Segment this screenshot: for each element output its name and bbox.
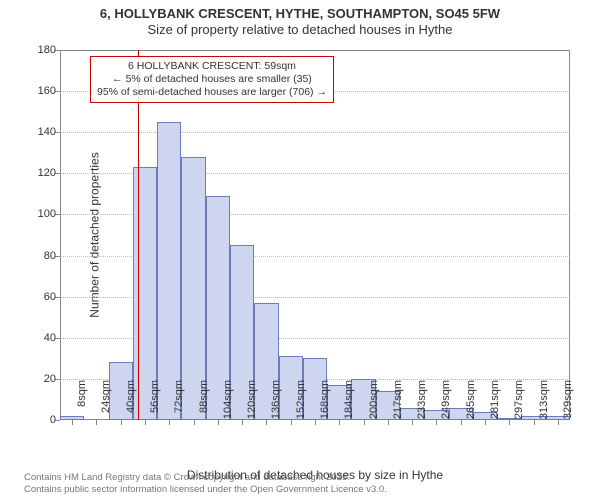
x-tick-mark	[315, 420, 316, 425]
chart-container: 6, HOLLYBANK CRESCENT, HYTHE, SOUTHAMPTO…	[0, 0, 600, 500]
annotation-line: ← 5% of detached houses are smaller (35)	[97, 73, 327, 86]
x-tick-mark	[218, 420, 219, 425]
x-tick-label: 136sqm	[270, 380, 282, 424]
plot-area: Number of detached properties 6 HOLLYBAN…	[60, 50, 570, 420]
x-tick-label: 104sqm	[222, 380, 234, 424]
footer-line-1: Contains HM Land Registry data © Crown c…	[24, 472, 387, 484]
x-tick-label: 168sqm	[319, 380, 331, 424]
x-tick-label: 217sqm	[392, 380, 404, 424]
x-tick-label: 329sqm	[562, 380, 574, 424]
x-tick-mark	[436, 420, 437, 425]
x-tick-label: 40sqm	[125, 380, 137, 424]
x-tick-mark	[485, 420, 486, 425]
x-tick-label: 24sqm	[100, 380, 112, 424]
x-tick-label: 120sqm	[246, 380, 258, 424]
y-tick-label: 120	[16, 167, 56, 179]
x-tick-label: 152sqm	[295, 380, 307, 424]
x-tick-mark	[534, 420, 535, 425]
y-tick-label: 40	[16, 332, 56, 344]
y-tick-label: 20	[16, 373, 56, 385]
x-tick-mark	[145, 420, 146, 425]
x-tick-label: 56sqm	[149, 380, 161, 424]
x-tick-mark	[194, 420, 195, 425]
annotation-line: 95% of semi-detached houses are larger (…	[97, 86, 327, 99]
x-tick-label: 281sqm	[489, 380, 501, 424]
x-tick-label: 200sqm	[368, 380, 380, 424]
x-tick-mark	[96, 420, 97, 425]
title-block: 6, HOLLYBANK CRESCENT, HYTHE, SOUTHAMPTO…	[0, 0, 600, 37]
x-tick-label: 265sqm	[465, 380, 477, 424]
x-tick-label: 297sqm	[513, 380, 525, 424]
y-tick-label: 180	[16, 44, 56, 56]
x-tick-label: 8sqm	[76, 380, 88, 424]
x-tick-mark	[461, 420, 462, 425]
y-tick-label: 160	[16, 85, 56, 97]
footer-line-2: Contains public sector information licen…	[24, 484, 387, 496]
x-tick-mark	[509, 420, 510, 425]
x-tick-mark	[412, 420, 413, 425]
y-tick-label: 140	[16, 126, 56, 138]
x-tick-mark	[72, 420, 73, 425]
annotation-box: 6 HOLLYBANK CRESCENT: 59sqm← 5% of detac…	[90, 56, 334, 103]
y-tick-label: 0	[16, 414, 56, 426]
x-tick-label: 249sqm	[440, 380, 452, 424]
annotation-line: 6 HOLLYBANK CRESCENT: 59sqm	[97, 60, 327, 73]
y-tick-label: 100	[16, 208, 56, 220]
chart-title-line1: 6, HOLLYBANK CRESCENT, HYTHE, SOUTHAMPTO…	[0, 6, 600, 22]
x-tick-label: 88sqm	[198, 380, 210, 424]
x-tick-mark	[266, 420, 267, 425]
x-tick-mark	[242, 420, 243, 425]
x-tick-mark	[291, 420, 292, 425]
y-tick-label: 80	[16, 250, 56, 262]
x-tick-label: 233sqm	[416, 380, 428, 424]
reference-line	[138, 50, 139, 420]
reference-layer: 6 HOLLYBANK CRESCENT: 59sqm← 5% of detac…	[60, 50, 570, 420]
x-tick-mark	[388, 420, 389, 425]
y-tick-label: 60	[16, 291, 56, 303]
chart-title-line2: Size of property relative to detached ho…	[0, 22, 600, 38]
x-tick-label: 184sqm	[343, 380, 355, 424]
x-tick-mark	[339, 420, 340, 425]
x-tick-mark	[169, 420, 170, 425]
x-tick-mark	[121, 420, 122, 425]
x-tick-mark	[364, 420, 365, 425]
attribution-footer: Contains HM Land Registry data © Crown c…	[24, 472, 387, 496]
x-tick-label: 72sqm	[173, 380, 185, 424]
x-tick-label: 313sqm	[538, 380, 550, 424]
x-tick-mark	[558, 420, 559, 425]
